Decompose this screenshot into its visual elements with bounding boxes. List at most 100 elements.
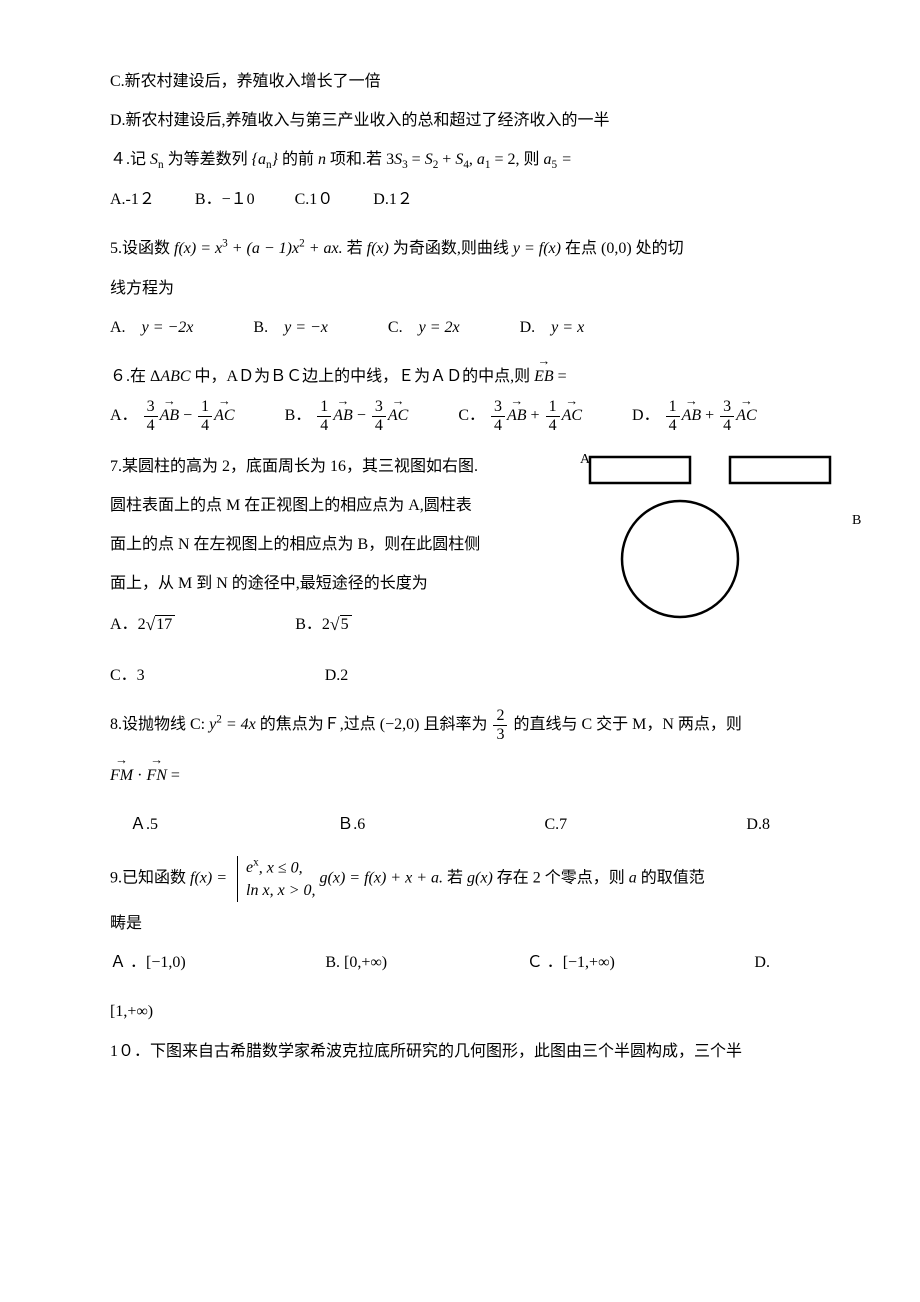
q5-c-l: C. [388, 319, 403, 336]
q9-b-eq: [0,+∞) [344, 954, 387, 971]
q6-c-f1: 34 [491, 398, 505, 434]
q6-d-f2d: 4 [720, 417, 734, 435]
q6-b-f1n: 1 [317, 398, 331, 417]
q6-c-l: C． [458, 407, 485, 424]
q9-a: a [629, 870, 637, 887]
q5-a-eq: y = −2x [142, 319, 194, 336]
q5-c-eq: y = 2x [419, 319, 460, 336]
q8-t3: 且斜率为 [423, 716, 487, 733]
q6-a-f1n: 3 [144, 398, 158, 417]
q9-opt-c: Ｃ ．[−1,+∞) [527, 945, 615, 980]
q3-opt-c: C.新农村建设后，养殖收入增长了一倍 [110, 64, 810, 99]
q6-b-f1: 14 [317, 398, 331, 434]
q6-options: A． 34AB − 14AC B． 14AB − 34AC C． 34AB + … [110, 398, 810, 434]
q6-d-f1n: 1 [666, 398, 680, 417]
q7-b-l: B． [295, 616, 322, 633]
q9-brace: ex, x ≤ 0, ln x, x > 0, [237, 856, 315, 902]
q7-a-v: 217 [138, 616, 176, 633]
q9-opt-d-eq: [1,+∞) [110, 994, 810, 1029]
q9-d-eq: [1,+∞) [110, 1003, 153, 1020]
q6-c-ab: AB [507, 398, 527, 433]
q7-l3: 面上的点 N 在左视图上的相应点为 B，则在此圆柱侧 [110, 527, 510, 562]
q6-opt-a: A． 34AB − 14AC [110, 398, 235, 434]
q6-b-f2d: 4 [372, 417, 386, 435]
q6-d-f1: 14 [666, 398, 680, 434]
q9-t2: 若 [447, 870, 463, 887]
q9-c-l: Ｃ ． [527, 954, 563, 971]
q7-l2: 圆柱表面上的点 M 在正视图上的相应点为 A,圆柱表 [110, 488, 510, 523]
q6-a-f2: 14 [198, 398, 212, 434]
q6-d-f2: 34 [720, 398, 734, 434]
q6-d-f1d: 4 [666, 417, 680, 435]
q8-sn: 2 [493, 707, 507, 726]
q5-d-l: D. [520, 319, 536, 336]
q4-a5: a5 = [544, 151, 572, 168]
q4-sn: Sn [150, 151, 164, 168]
q9-opt-b: B. [0,+∞) [325, 945, 387, 980]
q6-c-ac: AC [562, 398, 582, 433]
q5-t4: 在点 [565, 240, 597, 257]
q4-t2: 为等差数列 [168, 151, 248, 168]
q6-c-f1d: 4 [491, 417, 505, 435]
q8-options: Ａ.5 Ｂ.6 C.7 D.8 [110, 807, 810, 842]
q8-t4: 的直线与 C 交于 M，N 两点，则 [513, 716, 741, 733]
q8-opt-c: C.7 [545, 807, 568, 842]
q6-b-f2n: 3 [372, 398, 386, 417]
q4-stem: ４.记 Sn 为等差数列 {an} 的前 n 项和.若 3S3 = S2 + S… [110, 142, 810, 178]
q4-eq: 3S3 = S2 + S4, a1 = 2, [386, 151, 519, 168]
q8-expr: FM · FN = [110, 758, 810, 793]
q4-opt-a: A.-1２ [110, 182, 155, 217]
q9-opt-a: Ａ ．[−1,0) [110, 945, 186, 980]
q6-d-ac: AC [736, 398, 756, 433]
q7-a-l: A． [110, 616, 138, 633]
q4-opt-b: B．−１0 [195, 182, 255, 217]
q4-t5: 则 [524, 151, 540, 168]
q8-pt: (−2,0) [380, 716, 420, 733]
q8-opt-d: D.8 [746, 807, 770, 842]
q6-opt-b: B． 14AB − 34AC [285, 398, 409, 434]
q8-slope: 23 [493, 707, 507, 743]
q9-t4: 的取值范 [641, 870, 705, 887]
q8-t1: 8.设抛物线 C: [110, 716, 205, 733]
q9-a-eq: [−1,0) [146, 954, 186, 971]
q7-circle [622, 501, 738, 617]
q6-d-l: D． [632, 407, 660, 424]
q8-sd: 3 [493, 726, 507, 744]
q9-stem-1: 9.已知函数 f(x) = ex, x ≤ 0, ln x, x > 0, g(… [110, 856, 810, 902]
q8-eq: = [171, 767, 180, 784]
q9-stem-2: 畴是 [110, 906, 810, 941]
q6-opt-c: C． 34AB + 14AC [458, 398, 582, 434]
q6-b-ab: AB [333, 398, 353, 433]
q9-c-eq: [−1,+∞) [563, 954, 615, 971]
q6-b-l: B． [285, 407, 312, 424]
q7-figure: A B [570, 449, 870, 642]
q7-opt-b: B．25 [295, 605, 351, 644]
q9-options: Ａ ．[−1,0) B. [0,+∞) Ｃ ．[−1,+∞) D. [110, 945, 810, 980]
q6-a-ab: AB [160, 398, 180, 433]
q7-b-v: 25 [322, 616, 352, 633]
q9-fx: f(x) = [190, 870, 227, 887]
q9-b-l: B. [325, 954, 340, 971]
q6-c-f2n: 1 [546, 398, 560, 417]
q5-opt-c: C. y = 2x [388, 310, 460, 345]
q5-stem-2: 线方程为 [110, 271, 810, 306]
q9-t1: 9.已知函数 [110, 870, 186, 887]
q6-a-f2n: 1 [198, 398, 212, 417]
q6-d-f2n: 3 [720, 398, 734, 417]
q6-opt-d: D． 14AB + 34AC [632, 398, 757, 434]
q7-block: A B 7.某圆柱的高为 2，底面周长为 16，其三视图如右图. 圆柱表面上的点… [110, 449, 810, 602]
q6-a-ac: AC [214, 398, 234, 433]
q5-opt-a: A. y = −2x [110, 310, 193, 345]
q9-g: g(x) [467, 870, 493, 887]
q9-d-l: D. [754, 954, 770, 971]
q6-a-l: A． [110, 407, 138, 424]
q5-b-eq: y = −x [284, 319, 328, 336]
q6-eq: = [558, 368, 567, 385]
q8-dot: · [137, 767, 142, 784]
q5-b-l: B. [253, 319, 268, 336]
q6-t1: ６.在 [110, 368, 146, 385]
q8-stem: 8.设抛物线 C: y2 = 4x 的焦点为Ｆ,过点 (−2,0) 且斜率为 2… [110, 707, 810, 743]
q7-options-2: C．3 D.2 [110, 658, 810, 693]
q5-t2: 若 [347, 240, 363, 257]
q6-d-ab: AB [682, 398, 702, 433]
